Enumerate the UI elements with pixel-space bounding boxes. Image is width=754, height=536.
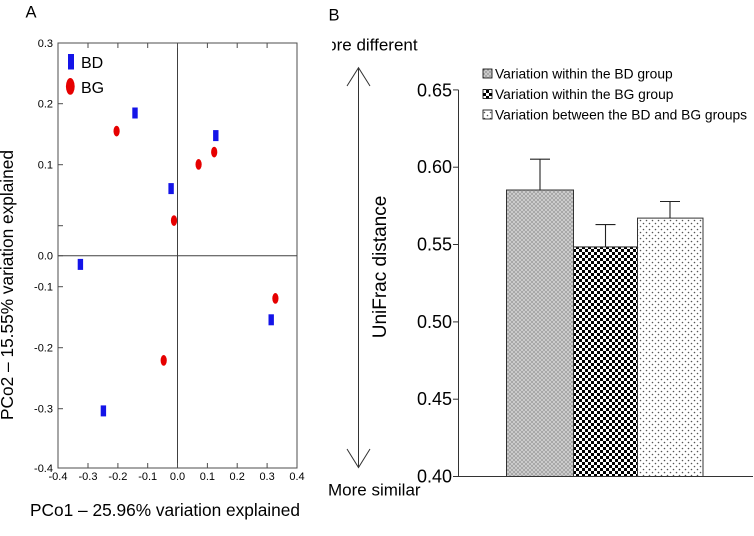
svg-text:A: A [26,4,37,22]
svg-text:BG: BG [81,80,104,97]
svg-text:0.55: 0.55 [417,235,452,255]
svg-text:-0.2: -0.2 [108,471,127,483]
svg-text:B: B [329,7,340,25]
svg-text:0.40: 0.40 [417,467,452,487]
svg-text:Variation within the BG group: Variation within the BG group [495,87,674,102]
svg-text:0.4: 0.4 [289,471,304,483]
svg-text:BD: BD [81,55,103,72]
svg-text:0.0: 0.0 [38,251,53,263]
svg-text:More similar: More similar [328,481,421,500]
svg-text:0.60: 0.60 [417,157,452,177]
svg-text:-0.1: -0.1 [138,471,157,483]
svg-text:0.0: 0.0 [170,471,185,483]
svg-text:UniFrac distance: UniFrac distance [370,196,391,339]
svg-text:-0.3: -0.3 [79,471,98,483]
svg-text:0.1: 0.1 [200,471,215,483]
svg-text:-0.4: -0.4 [34,463,53,475]
svg-text:-0.2: -0.2 [34,343,53,355]
svg-text:0.50: 0.50 [417,312,452,332]
svg-text:0.45: 0.45 [417,389,452,409]
svg-text:PCo1 – 25.96% variation explai: PCo1 – 25.96% variation explained [30,500,300,520]
svg-text:Variation within the BD group: Variation within the BD group [495,66,673,81]
svg-text:0.2: 0.2 [38,99,53,111]
svg-text:PCo2 – 15.55% variation explai: PCo2 – 15.55% variation explained [0,150,17,420]
svg-text:0.3: 0.3 [259,471,274,483]
svg-text:0.2: 0.2 [230,471,245,483]
svg-text:-0.1: -0.1 [34,282,53,294]
svg-text:0.1: 0.1 [38,160,53,172]
svg-text:More different: More different [313,36,418,55]
svg-text:0.65: 0.65 [417,81,452,101]
svg-text:-0.3: -0.3 [34,404,53,416]
svg-text:0.3: 0.3 [38,38,53,50]
svg-text:Variation between the BD and B: Variation between the BD and BG groups [495,107,747,122]
